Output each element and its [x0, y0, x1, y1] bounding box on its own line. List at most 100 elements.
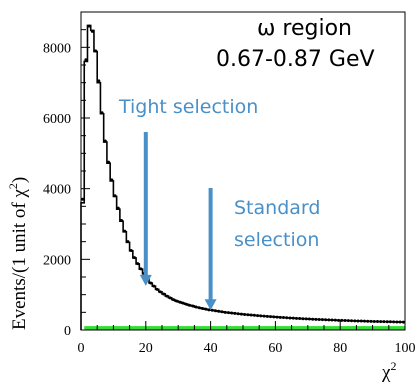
- data-point: [401, 320, 405, 324]
- x-tick-label: 60: [268, 341, 282, 356]
- data-point: [379, 320, 383, 324]
- data-point: [346, 319, 350, 323]
- data-point: [178, 300, 182, 304]
- data-point: [298, 317, 302, 321]
- data-point: [175, 299, 179, 303]
- data-point: [90, 29, 94, 33]
- data-point: [330, 318, 334, 322]
- data-point: [246, 313, 250, 317]
- data-point: [343, 319, 347, 323]
- background-band: [84, 326, 406, 330]
- data-point: [256, 314, 260, 318]
- data-point: [191, 304, 195, 308]
- data-point: [388, 320, 392, 324]
- data-point: [327, 318, 331, 322]
- data-point: [337, 318, 341, 322]
- data-point: [171, 298, 175, 302]
- data-point: [213, 309, 217, 313]
- data-point: [168, 296, 172, 300]
- background-band-layer: [84, 326, 406, 330]
- data-point: [223, 310, 227, 314]
- data-point: [162, 292, 166, 296]
- x-tick-label: 40: [204, 341, 218, 356]
- data-point: [372, 319, 376, 323]
- data-point: [132, 256, 136, 260]
- data-point: [294, 316, 298, 320]
- data-point: [392, 320, 396, 324]
- data-point: [317, 317, 321, 321]
- data-point: [385, 320, 389, 324]
- y-axis-label: Events/(1 unit of χ2): [6, 177, 30, 330]
- data-point: [278, 315, 282, 319]
- y-tick-label: 6000: [43, 112, 71, 127]
- data-point: [184, 302, 188, 306]
- data-point: [375, 320, 379, 324]
- x-tick-label: 100: [395, 341, 416, 356]
- data-point: [158, 290, 162, 294]
- data-point: [233, 311, 237, 315]
- data-point: [340, 318, 344, 322]
- data-point: [129, 249, 133, 252]
- y-tick-label: 2000: [43, 253, 71, 268]
- data-point: [116, 206, 120, 210]
- data-point: [249, 313, 253, 317]
- data-point: [272, 315, 276, 319]
- data-point: [149, 281, 153, 285]
- data-point: [94, 49, 98, 53]
- data-point: [333, 318, 337, 322]
- annotation-tight-selection: Tight selection: [118, 96, 258, 118]
- data-point: [353, 319, 357, 323]
- data-point: [252, 313, 256, 317]
- annotation-standard-line1: Standard: [234, 197, 320, 219]
- x-tick-label: 20: [139, 341, 153, 356]
- data-point: [275, 315, 279, 319]
- data-point: [188, 303, 192, 307]
- data-point: [120, 218, 123, 222]
- data-point: [210, 308, 214, 312]
- data-point: [197, 306, 201, 310]
- data-point: [356, 319, 360, 323]
- data-point: [320, 318, 324, 322]
- x-tick-label: 0: [78, 341, 85, 356]
- data-point: [113, 194, 117, 198]
- data-point: [194, 305, 198, 309]
- data-point: [259, 314, 263, 318]
- data-point: [363, 319, 366, 323]
- data-point: [395, 320, 399, 324]
- x-tick-label: 80: [333, 341, 347, 356]
- data-point: [155, 287, 159, 291]
- data-point: [366, 319, 370, 323]
- data-point: [311, 317, 315, 321]
- annotation-arrows: [139, 132, 217, 311]
- annotation-arrow-head: [139, 274, 152, 286]
- data-point: [301, 317, 305, 321]
- data-point: [382, 320, 386, 324]
- data-point: [181, 301, 185, 305]
- x-axis-label: χ2: [381, 359, 396, 383]
- data-point: [207, 308, 211, 312]
- data-point: [97, 79, 101, 83]
- axis-ticks: 0 20 40 60 80 100 0 2000 4000 6000 8000: [43, 29, 416, 356]
- data-point: [165, 294, 169, 298]
- data-point: [126, 240, 130, 244]
- data-point: [314, 317, 318, 321]
- chart-title-line2: 0.67-0.87 GeV: [216, 47, 375, 72]
- data-point: [304, 317, 308, 321]
- data-point: [265, 314, 269, 318]
- y-tick-label: 0: [64, 324, 71, 339]
- data-point: [220, 310, 224, 314]
- data-point: [136, 262, 140, 266]
- data-point: [152, 284, 156, 288]
- svg-text:χ2: χ2: [381, 359, 396, 383]
- data-point: [239, 312, 243, 316]
- data-point: [288, 316, 292, 320]
- data-points-layer: [81, 24, 405, 324]
- data-point: [285, 316, 289, 320]
- data-point: [291, 316, 295, 320]
- data-point: [123, 229, 127, 233]
- data-point: [359, 319, 363, 323]
- annotation-standard-line2: selection: [234, 229, 319, 251]
- data-point: [100, 111, 104, 115]
- data-point: [226, 311, 230, 315]
